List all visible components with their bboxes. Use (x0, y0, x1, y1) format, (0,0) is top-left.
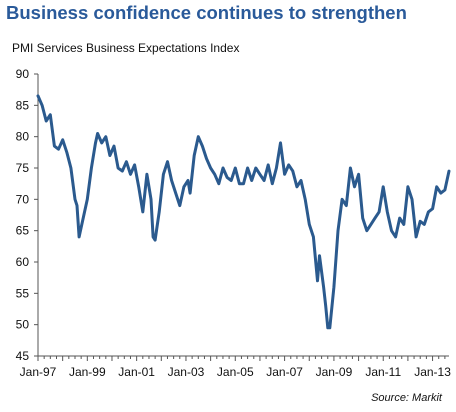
x-tick-label: Jan-97 (20, 365, 57, 379)
y-tick-label: 65 (16, 224, 30, 238)
axes (37, 74, 449, 357)
x-tick-label: Jan-05 (217, 365, 254, 379)
x-tick-label: Jan-03 (168, 365, 205, 379)
y-tick-label: 70 (16, 192, 30, 206)
source-note: Source: Markit (371, 392, 442, 404)
series-line (36, 94, 451, 330)
x-tick-label: Jan-09 (316, 365, 353, 379)
x-axis-ticks: Jan-97 Jan-99 Jan-01 Jan-03 Jan-05 Jan-07 Jan-… (20, 356, 451, 379)
x-tick-label: Jan-01 (118, 365, 155, 379)
chart-title: Business confidence continues to strengt… (6, 2, 407, 23)
y-tick-label: 90 (16, 67, 30, 81)
x-tick-label: Jan-11 (365, 365, 401, 379)
y-tick-label: 55 (16, 286, 30, 300)
y-axis-title: PMI Services Business Expectations Index (12, 41, 240, 55)
x-tick-label: Jan-07 (266, 365, 303, 379)
x-tick-label: Jan-99 (69, 365, 106, 379)
y-axis-ticks: 45 50 55 60 65 70 75 80 85 90 (16, 67, 38, 363)
y-tick-label: 45 (16, 349, 30, 363)
x-tick-label: Jan-13 (414, 365, 451, 379)
y-tick-label: 75 (16, 161, 30, 175)
y-tick-label: 85 (16, 98, 30, 112)
y-tick-label: 60 (16, 255, 30, 269)
series-group (36, 94, 451, 330)
y-tick-label: 50 (16, 318, 30, 332)
y-tick-label: 80 (16, 130, 30, 144)
